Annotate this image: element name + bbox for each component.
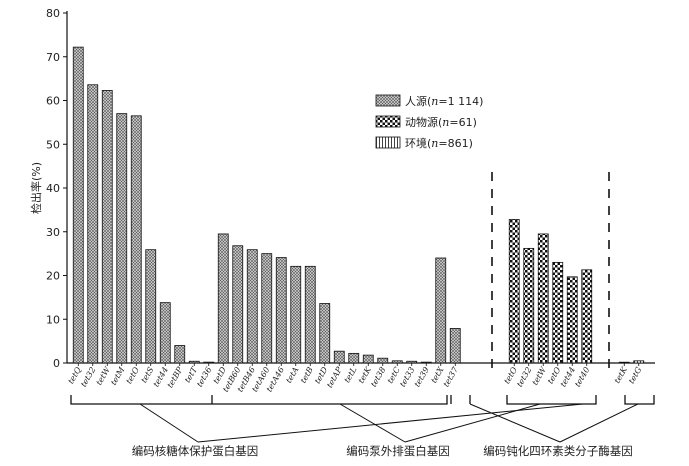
legend-swatch-vertical — [376, 137, 400, 148]
bar-tet40 — [582, 270, 592, 363]
group-connector — [470, 404, 560, 442]
bar-tetAP — [334, 351, 344, 363]
y-tick-label: 50 — [46, 138, 60, 151]
x-tick-label: tet37 — [442, 365, 461, 389]
bar-tetK — [363, 355, 373, 363]
x-tick-label: tetL — [342, 366, 358, 385]
bar-tet36 — [204, 362, 214, 363]
y-tick-label: 80 — [46, 7, 60, 20]
legend-swatch-crosshatch — [376, 95, 400, 106]
y-tick-label: 30 — [46, 226, 60, 239]
x-tick-label: tetB — [299, 365, 315, 384]
bars — [73, 47, 644, 363]
bar-tetT — [189, 361, 199, 363]
y-axis-label: 检出率(%) — [29, 162, 43, 214]
bar-tet39 — [421, 362, 431, 363]
bar-tetK — [619, 362, 629, 363]
group-connector — [140, 404, 198, 442]
bar-tet37 — [450, 328, 460, 363]
x-tick-label: tet36 — [195, 366, 213, 389]
bar-tetX — [436, 258, 446, 363]
legend-label: 环境(n=861) — [405, 136, 473, 150]
bar-tetM — [117, 114, 127, 363]
x-tick-label: tetO — [124, 365, 141, 385]
bar-tetB60 — [233, 246, 243, 363]
legend-label: 人源(n=1 114) — [405, 94, 483, 108]
group-connector — [560, 404, 638, 442]
y-tick-label: 60 — [46, 95, 60, 108]
group-connector — [198, 404, 583, 442]
bar-tetG — [634, 361, 644, 363]
bar-tetA — [291, 266, 301, 363]
x-tick-label: tet32 — [515, 366, 533, 389]
bar-tetA60 — [262, 254, 272, 363]
x-tick-label: tetW — [530, 365, 548, 387]
bar-tetO — [131, 116, 141, 363]
group-label-enzymatic-inactivation: 编码钝化四环素类分子酶基因 — [483, 444, 633, 458]
bar-tet44 — [567, 277, 577, 363]
x-tick-label: tet39 — [413, 366, 431, 389]
bar-tetA46 — [276, 258, 286, 363]
y-tick-label: 0 — [53, 357, 60, 370]
group-label-efflux-pump: 编码泵外排蛋白基因 — [346, 444, 450, 458]
bar-tetB46 — [247, 250, 257, 363]
group-connector — [405, 404, 540, 442]
group-bracket — [71, 395, 447, 404]
group-bracket — [507, 395, 596, 404]
x-tick-label: tet38 — [369, 366, 387, 389]
bar-tet33 — [407, 361, 417, 363]
group-label-ribosomal-protection: 编码核糖体保护蛋白基因 — [132, 444, 259, 458]
bar-tet32 — [524, 248, 534, 363]
bar-tetB — [305, 266, 315, 363]
x-tick-label: tetBP — [165, 365, 184, 389]
group-bracket — [625, 395, 654, 404]
y-tick-label: 10 — [46, 313, 60, 326]
legend-label: 动物源(n=61) — [405, 115, 477, 129]
y-tick-label: 20 — [46, 270, 60, 283]
bar-tetO — [553, 262, 563, 363]
y-tick-label: 40 — [46, 182, 60, 195]
bar-tetW — [538, 234, 548, 363]
bar-tet44 — [160, 303, 170, 363]
bar-tetO — [509, 220, 519, 364]
x-tick-label: tetAP — [325, 365, 344, 389]
legend: 人源(n=1 114) 动物源(n=61) 环境(n=861) — [376, 94, 483, 150]
category-labels: tetQtet32tetWtetMtetOtetStet44tetBPtetTt… — [66, 363, 643, 394]
x-tick-label: tetM — [109, 365, 127, 387]
bar-tet38 — [378, 358, 388, 363]
bar-tetC — [392, 361, 402, 363]
bar-tetW — [102, 90, 112, 363]
bar-tetL — [349, 353, 359, 363]
legend-swatch-checker — [376, 116, 400, 127]
bar-tetD — [320, 304, 330, 364]
x-tick-label: tet32 — [79, 366, 97, 389]
y-tick-label: 70 — [46, 51, 60, 64]
x-tick-label: tet40 — [573, 366, 591, 389]
group-brackets — [71, 395, 654, 442]
bar-tetQ — [73, 47, 83, 363]
bar-tetD — [218, 234, 228, 363]
bar-tetBP — [175, 346, 185, 364]
x-tick-label: tetA — [284, 365, 300, 384]
x-tick-label: tetG — [627, 365, 644, 385]
bar-tetS — [146, 250, 156, 363]
bar-tet32 — [88, 85, 98, 363]
